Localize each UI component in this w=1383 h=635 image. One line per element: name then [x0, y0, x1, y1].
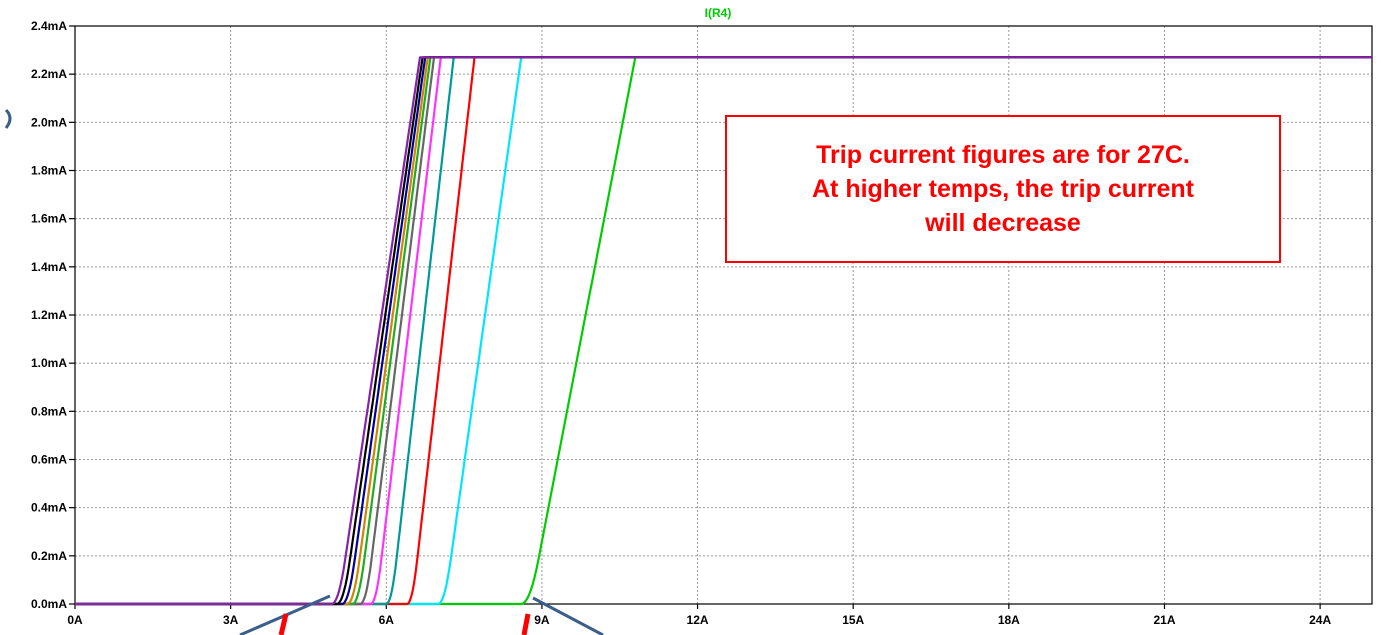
trip-marker-left [278, 613, 289, 635]
grid-layer [75, 26, 1372, 604]
x-tick-label: 9A [534, 613, 550, 627]
x-tick-label: 21A [1153, 613, 1175, 627]
y-tick-label: 1.8mA [31, 164, 67, 178]
y-tick-label: 0.2mA [31, 549, 67, 563]
series-line [75, 56, 1372, 606]
x-tick-label: 6A [379, 613, 395, 627]
marker-layer [4, 108, 604, 635]
y-tick-label: 2.0mA [31, 115, 67, 129]
y-tick-label: 1.2mA [31, 308, 67, 322]
series-line [75, 56, 1372, 606]
series-line [75, 56, 1372, 606]
edge-arc-marker [4, 108, 12, 129]
series-line [75, 56, 1372, 606]
axis-layer: 0A 3A 6A 9A 12A 15A 18A 21A 24A 0.0mA 0.2mA 0.4mA 0.… [31, 19, 1373, 627]
trip-marker-right [521, 613, 531, 635]
y-tick-label: 0.6mA [31, 453, 67, 467]
x-tick-label: 12A [687, 613, 709, 627]
chart-title: I(R4) [705, 6, 732, 20]
series-line [75, 56, 1372, 606]
series-layer [75, 56, 1372, 606]
series-line [75, 56, 1372, 606]
y-tick-label: 0.0mA [31, 597, 67, 611]
annotation-line-1: Trip current figures are for 27C. [816, 141, 1190, 169]
y-tick-label: 2.4mA [31, 19, 67, 33]
y-tick-label: 2.2mA [31, 67, 67, 81]
x-tick-label: 0A [67, 613, 83, 627]
x-tick-label: 24A [1309, 613, 1331, 627]
y-tick-label: 1.0mA [31, 356, 67, 370]
series-line [75, 56, 1372, 606]
y-tick-label: 1.6mA [31, 212, 67, 226]
annotation-line-2: At higher temps, the trip current [812, 175, 1194, 203]
x-tick-label: 15A [842, 613, 864, 627]
series-line [75, 56, 1372, 606]
annotation-line-3: will decrease [925, 209, 1081, 237]
series-line [75, 56, 1372, 606]
y-tick-label: 1.4mA [31, 260, 67, 274]
series-line [75, 56, 1372, 606]
x-tick-label: 3A [223, 613, 239, 627]
pointer-line-right [532, 596, 604, 635]
x-tick-label: 18A [998, 613, 1020, 627]
annotation-box: Trip current figures are for 27C. At hig… [725, 115, 1281, 263]
y-tick-label: 0.4mA [31, 501, 67, 515]
series-line [75, 56, 1372, 606]
y-tick-label: 0.8mA [31, 404, 67, 418]
